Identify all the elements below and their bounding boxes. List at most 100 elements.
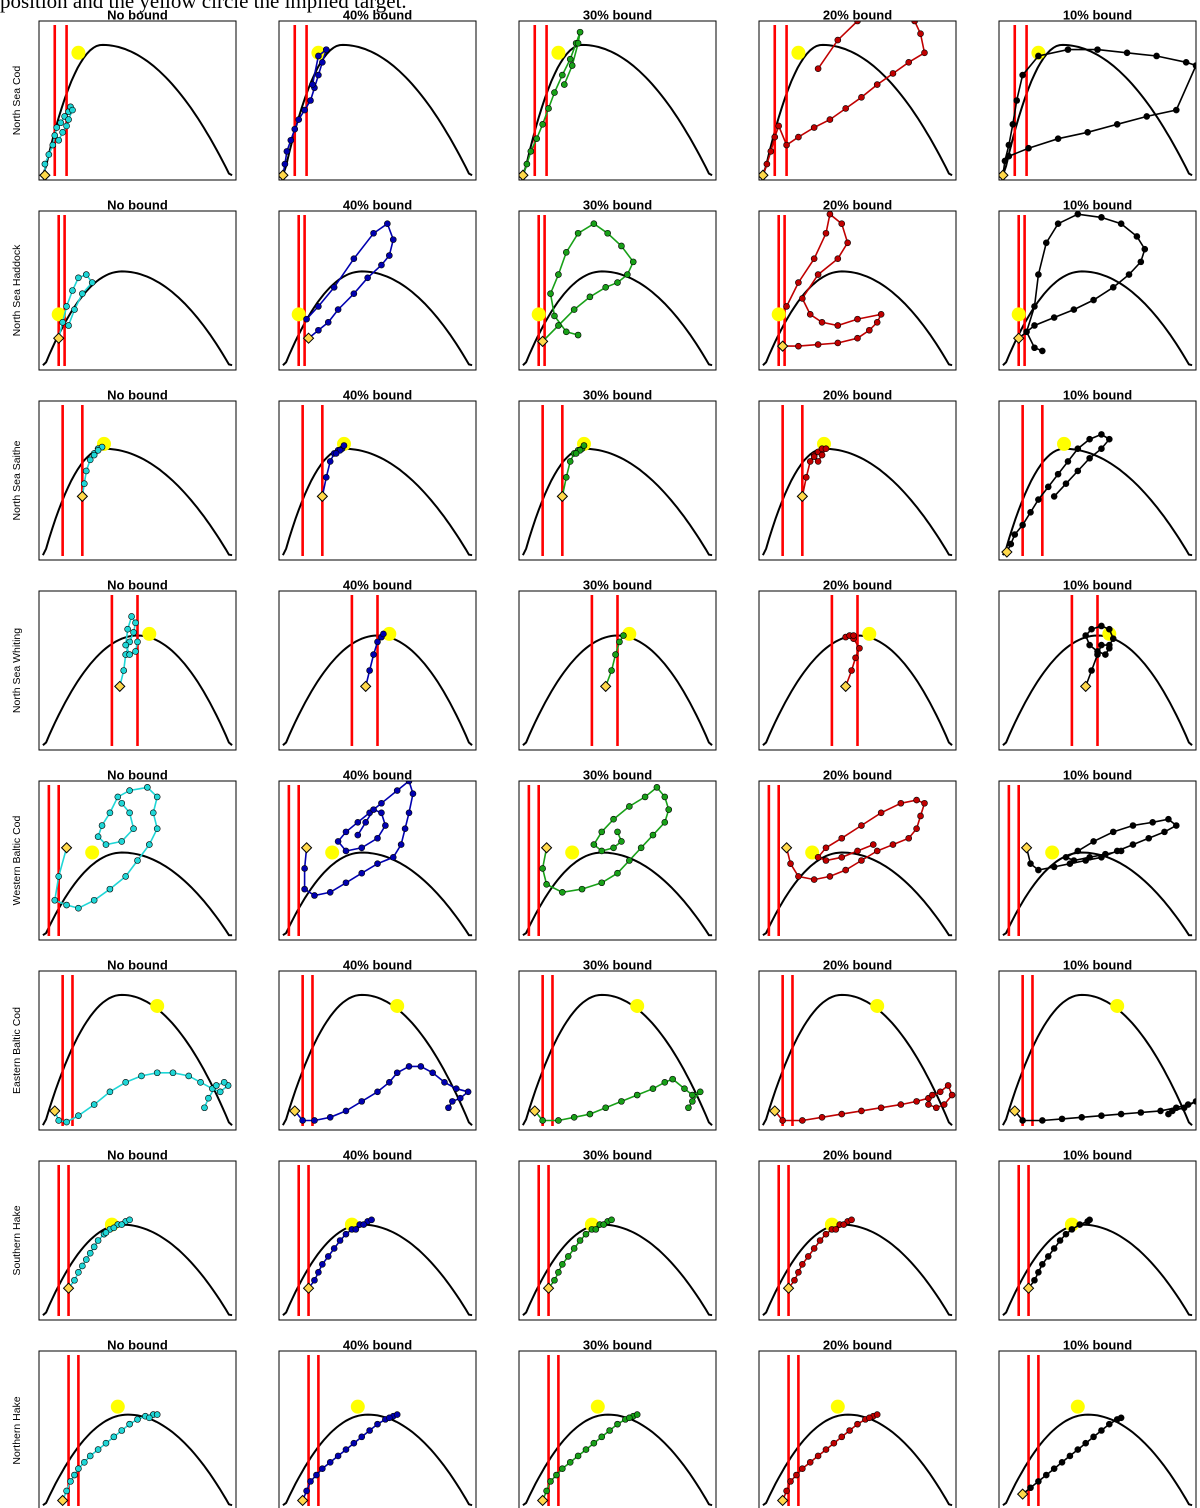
trajectory-point — [449, 1098, 456, 1105]
trajectory-point — [1035, 496, 1042, 503]
trajectory-point — [1106, 625, 1113, 633]
trajectory-point — [378, 799, 385, 807]
trajectory-point — [326, 458, 334, 465]
trajectory-point — [389, 854, 397, 861]
trajectory-line — [762, 21, 926, 176]
panel-title: 40% bound — [343, 578, 412, 593]
panel-title: No bound — [107, 578, 168, 593]
trajectory-point — [118, 838, 126, 845]
production-curve — [1002, 993, 1193, 1126]
trajectory-point — [894, 8, 900, 14]
trajectory-point — [397, 841, 405, 848]
trajectory-point — [313, 1471, 320, 1479]
implied-target — [771, 307, 786, 322]
trajectory-line — [301, 1413, 398, 1501]
trajectory-point — [1180, 1104, 1188, 1112]
trajectory-point — [854, 334, 861, 342]
panel-title: No bound — [107, 1338, 168, 1353]
panel: 40% bound — [278, 578, 477, 751]
start-marker — [49, 1105, 61, 1117]
trajectory-point — [1031, 344, 1038, 352]
trajectory-point — [533, 135, 541, 142]
trajectory-point — [94, 1237, 102, 1244]
trajectory-point — [283, 148, 291, 155]
trajectory-point — [1106, 644, 1113, 652]
trajectory-point — [1062, 854, 1070, 861]
panel-frame — [758, 20, 957, 181]
trajectory-point — [311, 892, 318, 899]
panel-title: 10% bound — [1063, 958, 1132, 973]
trajectory-point — [572, 450, 580, 457]
production-curve — [762, 1223, 953, 1317]
trajectory-point — [65, 322, 72, 329]
panel-frame — [998, 590, 1197, 751]
trajectory-point — [287, 136, 295, 144]
panel-title: 40% bound — [343, 958, 412, 973]
trajectory-point — [378, 809, 385, 817]
row-label: Southern Hake — [11, 1205, 23, 1275]
implied-target — [85, 845, 100, 860]
trajectory-point — [877, 311, 885, 318]
panel: 30% bound — [518, 578, 717, 751]
panel: 40% bound — [278, 768, 477, 941]
trajectory-point — [281, 160, 289, 168]
trajectory-point — [340, 442, 348, 449]
trajectory-point — [86, 456, 94, 464]
trajectory-point — [562, 328, 570, 336]
trajectory-point — [608, 667, 615, 674]
trajectory-point — [1054, 220, 1062, 228]
trajectory-point — [126, 809, 133, 817]
trajectory-point — [134, 638, 141, 646]
trajectory-point — [913, 1098, 920, 1105]
panel-title: No bound — [107, 1148, 168, 1163]
trajectory-line — [57, 273, 94, 339]
trajectory-point — [71, 1276, 78, 1284]
panel: 20% bound — [758, 1148, 957, 1321]
trajectory-line — [785, 799, 926, 881]
trajectory-point — [944, 1082, 952, 1089]
trajectory-point — [1117, 1110, 1125, 1118]
trajectory-point — [94, 833, 102, 840]
trajectory-point — [216, 1088, 224, 1096]
trajectory-point — [767, 148, 775, 155]
implied-target — [565, 845, 580, 860]
start-marker — [540, 842, 553, 854]
trajectory-point — [1192, 1098, 1196, 1105]
trajectory-point — [911, 21, 918, 25]
trajectory-point — [138, 1072, 145, 1080]
panel-title: 10% bound — [1063, 578, 1132, 593]
trajectory-point — [592, 1226, 600, 1233]
trajectory-point — [51, 896, 59, 904]
start-marker — [1022, 1282, 1035, 1294]
trajectory-point — [822, 1446, 830, 1453]
trajectory-point — [1044, 483, 1052, 491]
trajectory-point — [637, 844, 645, 852]
panel: 30% bound — [518, 768, 717, 941]
production-curve — [282, 270, 473, 367]
panel-frame — [278, 780, 477, 941]
trajectory-point — [834, 322, 842, 329]
trajectory-point — [324, 1253, 332, 1260]
trajectory-point — [1137, 258, 1145, 266]
trajectory-point — [602, 284, 609, 291]
trajectory-point — [586, 293, 594, 301]
implied-target — [350, 1399, 365, 1414]
trajectory-point — [380, 630, 387, 638]
production-curve — [282, 447, 473, 557]
trajectory-point — [90, 451, 98, 459]
start-marker — [796, 490, 809, 503]
trajectory-point — [866, 1414, 873, 1422]
trajectory-point — [1001, 157, 1009, 165]
trajectory-point — [858, 857, 865, 864]
trajectory-point — [555, 1269, 562, 1276]
panel: 20% bound — [758, 198, 957, 371]
trajectory-point — [649, 1085, 657, 1092]
trajectory-point — [787, 860, 794, 867]
implied-target — [590, 1399, 605, 1414]
trajectory-point — [1027, 1484, 1034, 1492]
start-marker — [1079, 680, 1092, 693]
panel: 20% bound — [758, 578, 957, 751]
trajectory-point — [45, 151, 53, 158]
trajectory-point — [326, 1113, 334, 1121]
trajectory-point — [787, 1478, 794, 1485]
